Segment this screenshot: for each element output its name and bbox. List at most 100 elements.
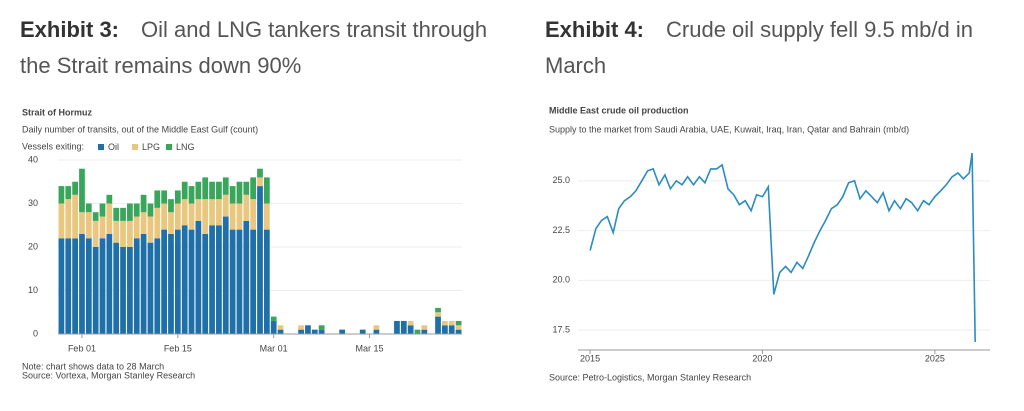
bar-segment	[106, 233, 113, 334]
exhibit-title: Crude oil supply fell 9.5 mb/d in March	[545, 17, 973, 78]
bar-segment	[209, 225, 215, 334]
bar-segment	[120, 220, 126, 247]
bar-segment	[359, 329, 366, 334]
bar-segment	[127, 247, 133, 334]
bar-segment	[168, 233, 174, 334]
bar-segment	[174, 229, 181, 334]
legend-label: Oil	[108, 142, 119, 152]
bar-segment	[318, 325, 325, 330]
bar-segment	[277, 329, 284, 334]
bar-segment	[250, 199, 257, 230]
x-tick-label: Mar 01	[260, 343, 288, 353]
bar-segment	[140, 194, 147, 213]
exhibit-label: Exhibit 3:	[20, 17, 120, 42]
bar-segment	[161, 203, 168, 230]
bar-segment	[305, 325, 311, 334]
bar-segment	[147, 203, 154, 217]
bar-segment	[127, 203, 133, 221]
bar-segment	[92, 247, 99, 334]
bar-segment	[120, 247, 126, 334]
bar-segment	[147, 216, 154, 243]
bar-segment	[407, 320, 414, 326]
bar-segment	[113, 242, 120, 334]
y-tick-label: 10	[28, 285, 38, 295]
bar-segment	[72, 194, 78, 239]
bar-segment	[168, 199, 174, 213]
bar-segment	[250, 177, 257, 200]
bar-segment	[250, 229, 257, 334]
y-tick-label: 22.5	[552, 225, 570, 235]
bar-segment	[421, 325, 428, 330]
bar-segment	[263, 203, 270, 230]
bar-segment	[222, 177, 229, 195]
x-tick-label: 2015	[580, 353, 600, 363]
bar-segment	[394, 320, 400, 334]
bar-segment	[154, 190, 161, 208]
bar-segment	[222, 216, 229, 334]
bar-segment	[174, 190, 181, 204]
bar-segment	[318, 329, 325, 334]
bar-segment	[140, 233, 147, 334]
bar-segment	[236, 229, 243, 334]
bar-segment	[99, 203, 106, 217]
bar-segment	[298, 325, 304, 330]
bar-segment	[263, 177, 270, 204]
bar-segment	[414, 329, 421, 334]
bar-segment	[270, 316, 277, 321]
bar-segment	[202, 199, 209, 234]
bar-segment	[373, 329, 380, 334]
bar-segment	[140, 212, 147, 234]
bar-segment	[448, 320, 455, 326]
bar-segment	[92, 220, 99, 247]
y-tick-label: 40	[28, 154, 38, 164]
bar-segment	[229, 203, 236, 230]
bar-segment	[243, 181, 250, 195]
x-tick-label: 2020	[752, 353, 772, 363]
bar-segment	[99, 238, 106, 334]
bar-segment	[236, 181, 243, 204]
bar-segment	[188, 229, 195, 334]
bar-segment	[435, 307, 441, 313]
bar-segment	[195, 181, 202, 200]
bar-segment	[58, 203, 65, 239]
exhibit-title: Oil and LNG tankers transit through the …	[20, 17, 488, 78]
bar-segment	[99, 216, 106, 239]
chart-source: Source: Vortexa, Morgan Stanley Research	[22, 370, 195, 380]
bar-segment	[243, 220, 250, 334]
legend-swatch	[98, 144, 104, 150]
x-tick-label: 2025	[925, 353, 945, 363]
bar-segment	[339, 329, 346, 334]
bar-segment	[216, 225, 222, 334]
bar-segment	[58, 238, 65, 334]
bar-segment	[72, 181, 78, 195]
chart-note: Note: chart shows data to 28 March	[22, 361, 164, 371]
bar-segment	[257, 168, 263, 178]
x-tick-label: Mar 15	[356, 343, 384, 353]
bar-segment	[106, 203, 113, 234]
bar-segment	[161, 229, 168, 334]
bar-segment	[85, 212, 92, 239]
bar-segment	[209, 181, 215, 200]
bar-segment	[113, 207, 120, 221]
y-tick-label: 30	[28, 198, 38, 208]
bar-segment	[195, 199, 202, 221]
y-tick-label: 0	[33, 328, 38, 338]
bar-segment	[58, 186, 65, 204]
bar-segment	[243, 194, 250, 221]
y-tick-label: 20.0	[552, 275, 570, 285]
bar-segment	[229, 229, 236, 334]
bar-segment	[448, 325, 455, 334]
exhibit-label: Exhibit 4:	[545, 17, 645, 42]
bar-segment	[421, 329, 428, 334]
bar-segment	[133, 216, 140, 239]
y-tick-label: 17.5	[552, 324, 570, 334]
bar-segment	[181, 225, 188, 334]
bar-segment	[79, 212, 85, 234]
bar-segment	[154, 238, 161, 334]
bar-segment	[127, 220, 133, 247]
bar-segment	[236, 203, 243, 230]
bar-segment	[435, 312, 441, 317]
bar-segment	[277, 325, 284, 330]
legend-label: LNG	[176, 142, 195, 152]
